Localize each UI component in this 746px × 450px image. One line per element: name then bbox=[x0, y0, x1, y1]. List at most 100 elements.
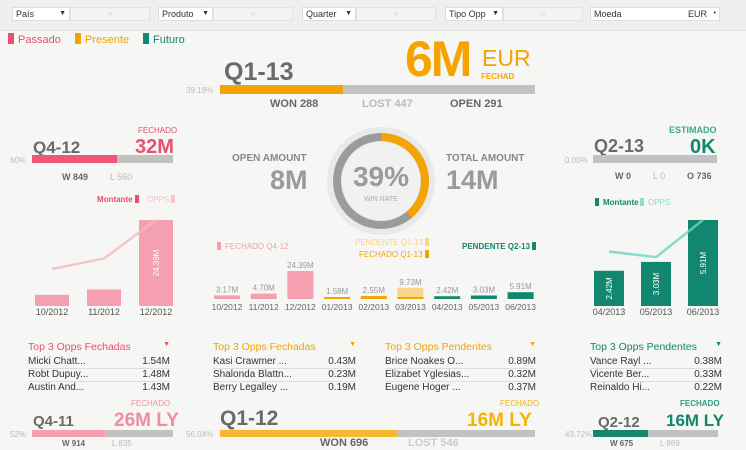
ly-q2-12-amount: 16M LY bbox=[666, 411, 724, 430]
caret-down-icon: ▼ bbox=[345, 10, 352, 17]
bar-value-label: 9.73M bbox=[399, 278, 422, 287]
prev-lost: L 560 bbox=[110, 172, 133, 182]
chart-bar bbox=[35, 294, 69, 306]
chart-bar bbox=[287, 271, 314, 299]
ly-q1-12-quarter: Q1-12 bbox=[220, 407, 279, 430]
win-rate-value: 39% bbox=[352, 161, 410, 192]
filter-tipo-opp[interactable]: Tipo Opp ▼ bbox=[445, 7, 503, 21]
list-item[interactable]: Brice Noakes O... 0.89M bbox=[385, 356, 536, 369]
chart-bar bbox=[250, 293, 277, 299]
list-item[interactable]: Reinaldo Hi... 0.22M bbox=[590, 382, 722, 393]
next-win-bar bbox=[593, 155, 717, 163]
caret-down-icon: • bbox=[713, 10, 716, 17]
filter-bar: País ▼ ○ Produto ▼ ○ Quarter ▼ ○ Tipo Opp ▼ … bbox=[0, 0, 746, 31]
next-chart-legend-opps: OPPS bbox=[640, 198, 670, 207]
bar-value-label: 24.39M bbox=[287, 261, 314, 270]
list-item[interactable]: Eugene Hoger ... 0.37M bbox=[385, 382, 536, 393]
next-status: ESTIMADO bbox=[669, 125, 717, 135]
list-item[interactable]: Micki Chatt... 1.54M bbox=[28, 356, 170, 369]
chart-bar bbox=[688, 220, 718, 306]
filter-label: País bbox=[16, 9, 35, 19]
filter-produto[interactable]: Produto ▼ bbox=[158, 7, 213, 21]
x-tick-label: 04/2013 bbox=[593, 307, 626, 317]
bar-value-label: 3.03M bbox=[652, 273, 661, 296]
open-amount-value: 8M bbox=[270, 165, 308, 195]
filter-produto-value[interactable]: ○ bbox=[213, 7, 293, 21]
x-tick-label: 02/2013 bbox=[358, 302, 389, 312]
current-quarter: Q1-13 bbox=[224, 58, 294, 86]
list-item[interactable]: Robt Dupuy... 1.48M bbox=[28, 369, 170, 382]
caret-down-icon[interactable]: ▼ bbox=[349, 341, 356, 348]
total-amount-label: TOTAL AMOUNT bbox=[446, 153, 525, 164]
chart-bar bbox=[594, 270, 624, 306]
list-item[interactable]: Shalonda Blattn... 0.23M bbox=[213, 369, 356, 382]
current-open: OPEN 291 bbox=[450, 98, 503, 110]
filter-quarter[interactable]: Quarter ▼ bbox=[302, 7, 356, 21]
ly-q4-11-win-bar bbox=[32, 430, 173, 437]
chart-bar bbox=[397, 287, 424, 299]
chart-bar bbox=[360, 296, 387, 299]
legend-pendente-q2-13: PENDENTE Q2-13 bbox=[462, 242, 540, 251]
legend-fechado-q1-13: FECHADO Q1-13 bbox=[359, 250, 433, 259]
top3-pendentes-future: Top 3 Opps Pendentes ▼ Vance Rayl ... 0.38… bbox=[590, 341, 722, 393]
next-quarter: Q2-13 bbox=[594, 136, 645, 156]
chart-bar bbox=[214, 295, 240, 299]
prev-quarter: Q4-12 bbox=[33, 138, 81, 157]
top3-fechadas-past: Top 3 Opps Fechadas ▼ Micki Chatt... 1.54M… bbox=[28, 341, 170, 393]
legend-future: Futuro bbox=[143, 33, 185, 47]
filter-pais-value[interactable]: ○ bbox=[70, 7, 150, 21]
legend-past: Passado bbox=[8, 33, 61, 47]
ly-q4-11-quarter: Q4-11 bbox=[33, 413, 74, 430]
opps-line bbox=[51, 218, 157, 271]
caret-down-icon[interactable]: ▼ bbox=[715, 341, 722, 348]
list-item[interactable]: Vicente Ber... 0.33M bbox=[590, 369, 722, 382]
bar-value-label: 3.17M bbox=[216, 285, 239, 294]
list-item[interactable]: Berry Legalley ... 0.19M bbox=[213, 382, 356, 393]
x-tick-label: 11/2012 bbox=[88, 307, 120, 317]
bar-value-label: 24.39M bbox=[152, 249, 161, 276]
monthly-chart: 3.17M 10/2012 4.70M 11/2012 24.39M 12/2012 1.5… bbox=[212, 261, 537, 312]
filter-label: Produto bbox=[162, 9, 194, 19]
donut-center bbox=[342, 142, 420, 220]
next-lost: L 0 bbox=[653, 171, 666, 181]
prev-chart-legend-amount: Montante bbox=[97, 195, 143, 204]
filter-tipo-opp-value[interactable]: ○ bbox=[503, 7, 583, 21]
currency-select[interactable]: Moeda EUR • bbox=[590, 7, 720, 21]
x-tick-label: 12/2012 bbox=[140, 307, 173, 317]
filter-quarter-value[interactable]: ○ bbox=[356, 7, 436, 21]
bar-value-label: 4.70M bbox=[253, 284, 276, 293]
ly-q4-11-amount: 26M LY bbox=[114, 410, 179, 431]
x-tick-label: 05/2013 bbox=[469, 302, 500, 312]
ly-q2-12-win-pct: 43.72% bbox=[565, 430, 593, 439]
win-bar-fill bbox=[32, 430, 106, 437]
x-tick-label: 05/2013 bbox=[640, 307, 673, 317]
list-item[interactable]: Vance Rayl ... 0.38M bbox=[590, 356, 722, 369]
chart-bar bbox=[507, 292, 534, 299]
list-item[interactable]: Elizabet Yglesias... 0.32M bbox=[385, 369, 536, 382]
chart-bar-closed bbox=[397, 297, 424, 299]
bar-value-label: 2.42M bbox=[605, 277, 614, 300]
donut-win-arc bbox=[333, 133, 429, 229]
win-bar-fill bbox=[220, 430, 397, 437]
list-item[interactable]: Austin And... 1.43M bbox=[28, 382, 170, 393]
next-won: W 0 bbox=[615, 171, 632, 181]
chart-bar bbox=[470, 295, 497, 299]
ly-q2-12-win-bar bbox=[593, 430, 718, 437]
legend-fechado-q4-12: FECHADO Q4-12 bbox=[217, 242, 289, 251]
list-item[interactable]: Kasi Crawmer ... 0.43M bbox=[213, 356, 356, 369]
top3-pendentes-present: Top 3 Opps Pendentes ▼ Brice Noakes O... 0… bbox=[385, 341, 536, 393]
current-lost: LOST 447 bbox=[362, 98, 413, 110]
next-win-pct: 0.00% bbox=[565, 156, 588, 165]
chart-bar bbox=[87, 289, 121, 306]
filter-pais[interactable]: País ▼ bbox=[12, 7, 70, 21]
caret-down-icon: ▼ bbox=[492, 10, 499, 17]
current-won: WON 288 bbox=[270, 98, 319, 110]
x-tick-label: 06/2013 bbox=[505, 302, 536, 312]
caret-down-icon[interactable]: ▼ bbox=[529, 341, 536, 348]
legend-present: Presente bbox=[75, 33, 129, 47]
open-amount-label: OPEN AMOUNT bbox=[232, 153, 307, 164]
caret-down-icon[interactable]: ▼ bbox=[163, 341, 170, 348]
filter-label: Quarter bbox=[306, 9, 337, 19]
prev-months-chart: 10/2012 11/2012 12/2012 24.39M bbox=[35, 218, 173, 317]
filter-label: Tipo Opp bbox=[449, 9, 486, 19]
